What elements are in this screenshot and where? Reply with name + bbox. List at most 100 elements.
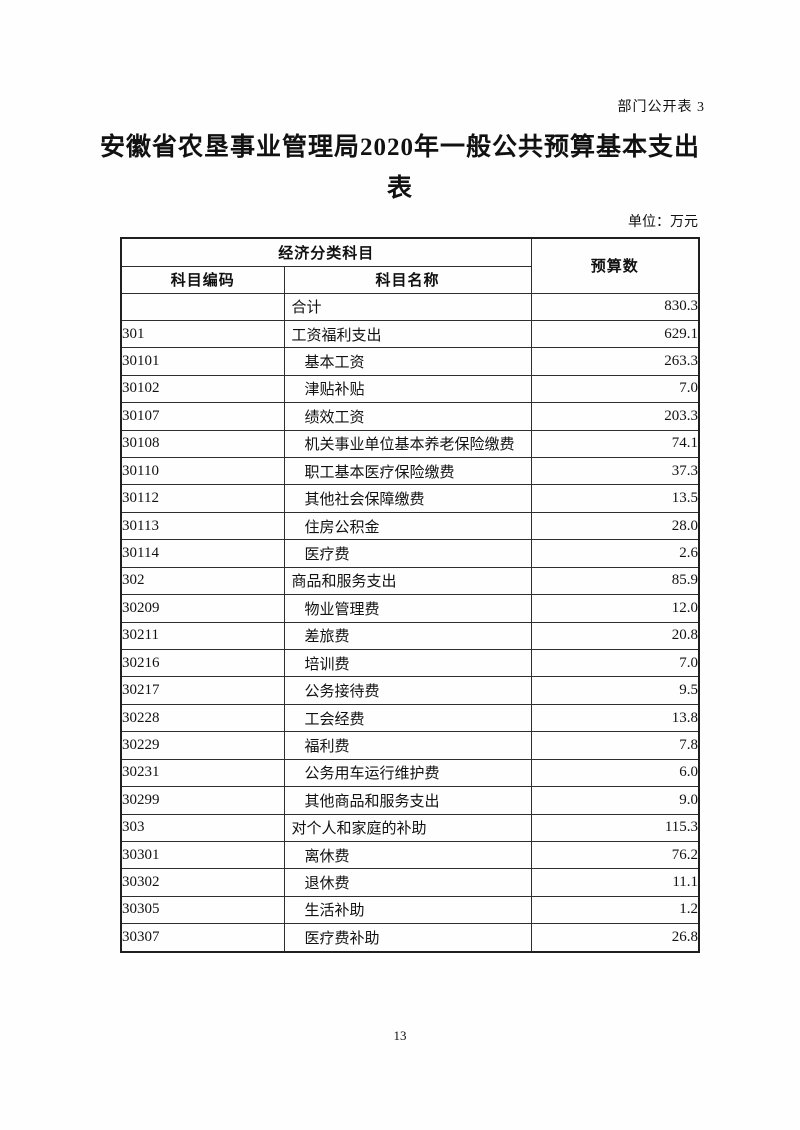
table-row: 30231 公务用车运行维护费 6.0 xyxy=(120,758,700,788)
table-row: 30209 物业管理费 12.0 xyxy=(120,594,700,623)
subject-name-cell: 合计 xyxy=(283,292,532,321)
subject-code-cell: 301 xyxy=(120,319,285,349)
subject-code-cell: 302 xyxy=(120,566,285,596)
table-row: 30216 培训费 7.0 xyxy=(120,648,700,678)
subject-code-cell: 30228 xyxy=(120,703,285,733)
table-row: 30307 医疗费补助 26.8 xyxy=(120,923,700,953)
subject-name-cell: 退休费 xyxy=(283,868,532,897)
subject-code-cell xyxy=(120,292,285,321)
table-row: 30101 基本工资 263.3 xyxy=(120,347,700,376)
budget-value-cell: 13.8 xyxy=(530,703,700,733)
subject-code-cell: 30216 xyxy=(120,648,285,678)
subject-name-cell: 福利费 xyxy=(283,731,532,760)
budget-value-cell: 20.8 xyxy=(530,621,700,650)
subject-code-cell: 30231 xyxy=(120,758,285,788)
subject-name-cell: 其他商品和服务支出 xyxy=(283,786,532,815)
subject-name-cell: 津贴补贴 xyxy=(283,374,532,404)
budget-value-cell: 263.3 xyxy=(530,347,700,376)
unit-label: 单位：万元 xyxy=(628,215,698,230)
table-body: 合计 830.3 301 工资福利支出 629.1 30101 基本工资 263… xyxy=(120,292,700,953)
subject-name-cell: 住房公积金 xyxy=(283,511,532,541)
budget-value-cell: 28.0 xyxy=(530,511,700,541)
subject-code-cell: 30302 xyxy=(120,868,285,897)
table-row: 30114 医疗费 2.6 xyxy=(120,539,700,568)
table-row: 30211 差旅费 20.8 xyxy=(120,621,700,650)
table-row: 301 工资福利支出 629.1 xyxy=(120,319,700,349)
subject-name-cell: 基本工资 xyxy=(283,347,532,376)
budget-value-cell: 9.0 xyxy=(530,786,700,815)
subject-code-cell: 30112 xyxy=(120,484,285,513)
page-title-line2: 表 xyxy=(386,175,413,202)
budget-value-cell: 9.5 xyxy=(530,676,700,705)
budget-value-cell: 629.1 xyxy=(530,319,700,349)
budget-value-cell: 115.3 xyxy=(530,813,700,842)
table-row: 303 对个人和家庭的补助 115.3 xyxy=(120,813,700,842)
subject-code-cell: 30107 xyxy=(120,402,285,431)
subject-code-cell: 30209 xyxy=(120,594,285,623)
budget-value-cell: 12.0 xyxy=(530,594,700,623)
budget-value-cell: 830.3 xyxy=(530,292,700,321)
budget-value-cell: 1.2 xyxy=(530,895,700,925)
subject-code-cell: 30113 xyxy=(120,511,285,541)
budget-value-cell: 26.8 xyxy=(530,923,700,953)
table-row: 30299 其他商品和服务支出 9.0 xyxy=(120,786,700,815)
subject-code-cell: 30102 xyxy=(120,374,285,404)
table-row: 30107 绩效工资 203.3 xyxy=(120,402,700,431)
table-row: 30108 机关事业单位基本养老保险缴费 74.1 xyxy=(120,429,700,459)
page-number: 13 xyxy=(393,1028,407,1043)
subject-code-cell: 30211 xyxy=(120,621,285,650)
subject-name-cell: 医疗费补助 xyxy=(283,923,532,953)
subject-name-cell: 机关事业单位基本养老保险缴费 xyxy=(283,429,532,459)
page-title: 安徽省农垦事业管理局2020年一般公共预算基本支出表 xyxy=(60,127,740,209)
page-title-line1: 安徽省农垦事业管理局2020年一般公共预算基本支出 xyxy=(99,134,700,161)
table-row: 30102 津贴补贴 7.0 xyxy=(120,374,700,404)
subject-name-cell: 培训费 xyxy=(283,648,532,678)
subject-code-cell: 30114 xyxy=(120,539,285,568)
table-row: 30228 工会经费 13.8 xyxy=(120,703,700,733)
subject-name-cell: 离休费 xyxy=(283,840,532,870)
table-row: 30113 住房公积金 28.0 xyxy=(120,511,700,541)
table-row: 合计 830.3 xyxy=(120,292,700,321)
budget-value-cell: 13.5 xyxy=(530,484,700,513)
budget-value-cell: 2.6 xyxy=(530,539,700,568)
subject-name-cell: 差旅费 xyxy=(283,621,532,650)
subject-code-cell: 30217 xyxy=(120,676,285,705)
table-header-subject-code: 科目编码 xyxy=(120,265,285,294)
subject-name-cell: 商品和服务支出 xyxy=(283,566,532,596)
subject-code-cell: 30301 xyxy=(120,840,285,870)
subject-name-cell: 公务接待费 xyxy=(283,676,532,705)
subject-code-cell: 30299 xyxy=(120,786,285,815)
subject-code-cell: 30110 xyxy=(120,457,285,486)
budget-value-cell: 76.2 xyxy=(530,840,700,870)
table-row: 30217 公务接待费 9.5 xyxy=(120,676,700,705)
subject-code-cell: 303 xyxy=(120,813,285,842)
budget-value-cell: 7.8 xyxy=(530,731,700,760)
table-row: 302 商品和服务支出 85.9 xyxy=(120,566,700,596)
subject-name-cell: 生活补助 xyxy=(283,895,532,925)
subject-name-cell: 其他社会保障缴费 xyxy=(283,484,532,513)
table-row: 30302 退休费 11.1 xyxy=(120,868,700,897)
table-row: 30305 生活补助 1.2 xyxy=(120,895,700,925)
subject-name-cell: 对个人和家庭的补助 xyxy=(283,813,532,842)
budget-value-cell: 6.0 xyxy=(530,758,700,788)
table-row: 30301 离休费 76.2 xyxy=(120,840,700,870)
subject-name-cell: 工资福利支出 xyxy=(283,319,532,349)
subject-name-cell: 绩效工资 xyxy=(283,402,532,431)
budget-value-cell: 203.3 xyxy=(530,402,700,431)
table-row: 30112 其他社会保障缴费 13.5 xyxy=(120,484,700,513)
corner-label: 部门公开表 3 xyxy=(617,100,705,115)
budget-value-cell: 11.1 xyxy=(530,868,700,897)
table-header-budget-amount: 预算数 xyxy=(530,237,700,294)
subject-code-cell: 30305 xyxy=(120,895,285,925)
subject-code-cell: 30108 xyxy=(120,429,285,459)
subject-name-cell: 医疗费 xyxy=(283,539,532,568)
subject-name-cell: 职工基本医疗保险缴费 xyxy=(283,457,532,486)
table-header-economic-category: 经济分类科目 xyxy=(120,237,532,267)
table-header-subject-name: 科目名称 xyxy=(283,265,532,294)
subject-code-cell: 30307 xyxy=(120,923,285,953)
table-row: 30110 职工基本医疗保险缴费 37.3 xyxy=(120,457,700,486)
subject-code-cell: 30101 xyxy=(120,347,285,376)
table-row: 30229 福利费 7.8 xyxy=(120,731,700,760)
budget-table: 经济分类科目 预算数 科目编码 科目名称 合计 830.3 301 工资福利支出… xyxy=(120,237,701,953)
